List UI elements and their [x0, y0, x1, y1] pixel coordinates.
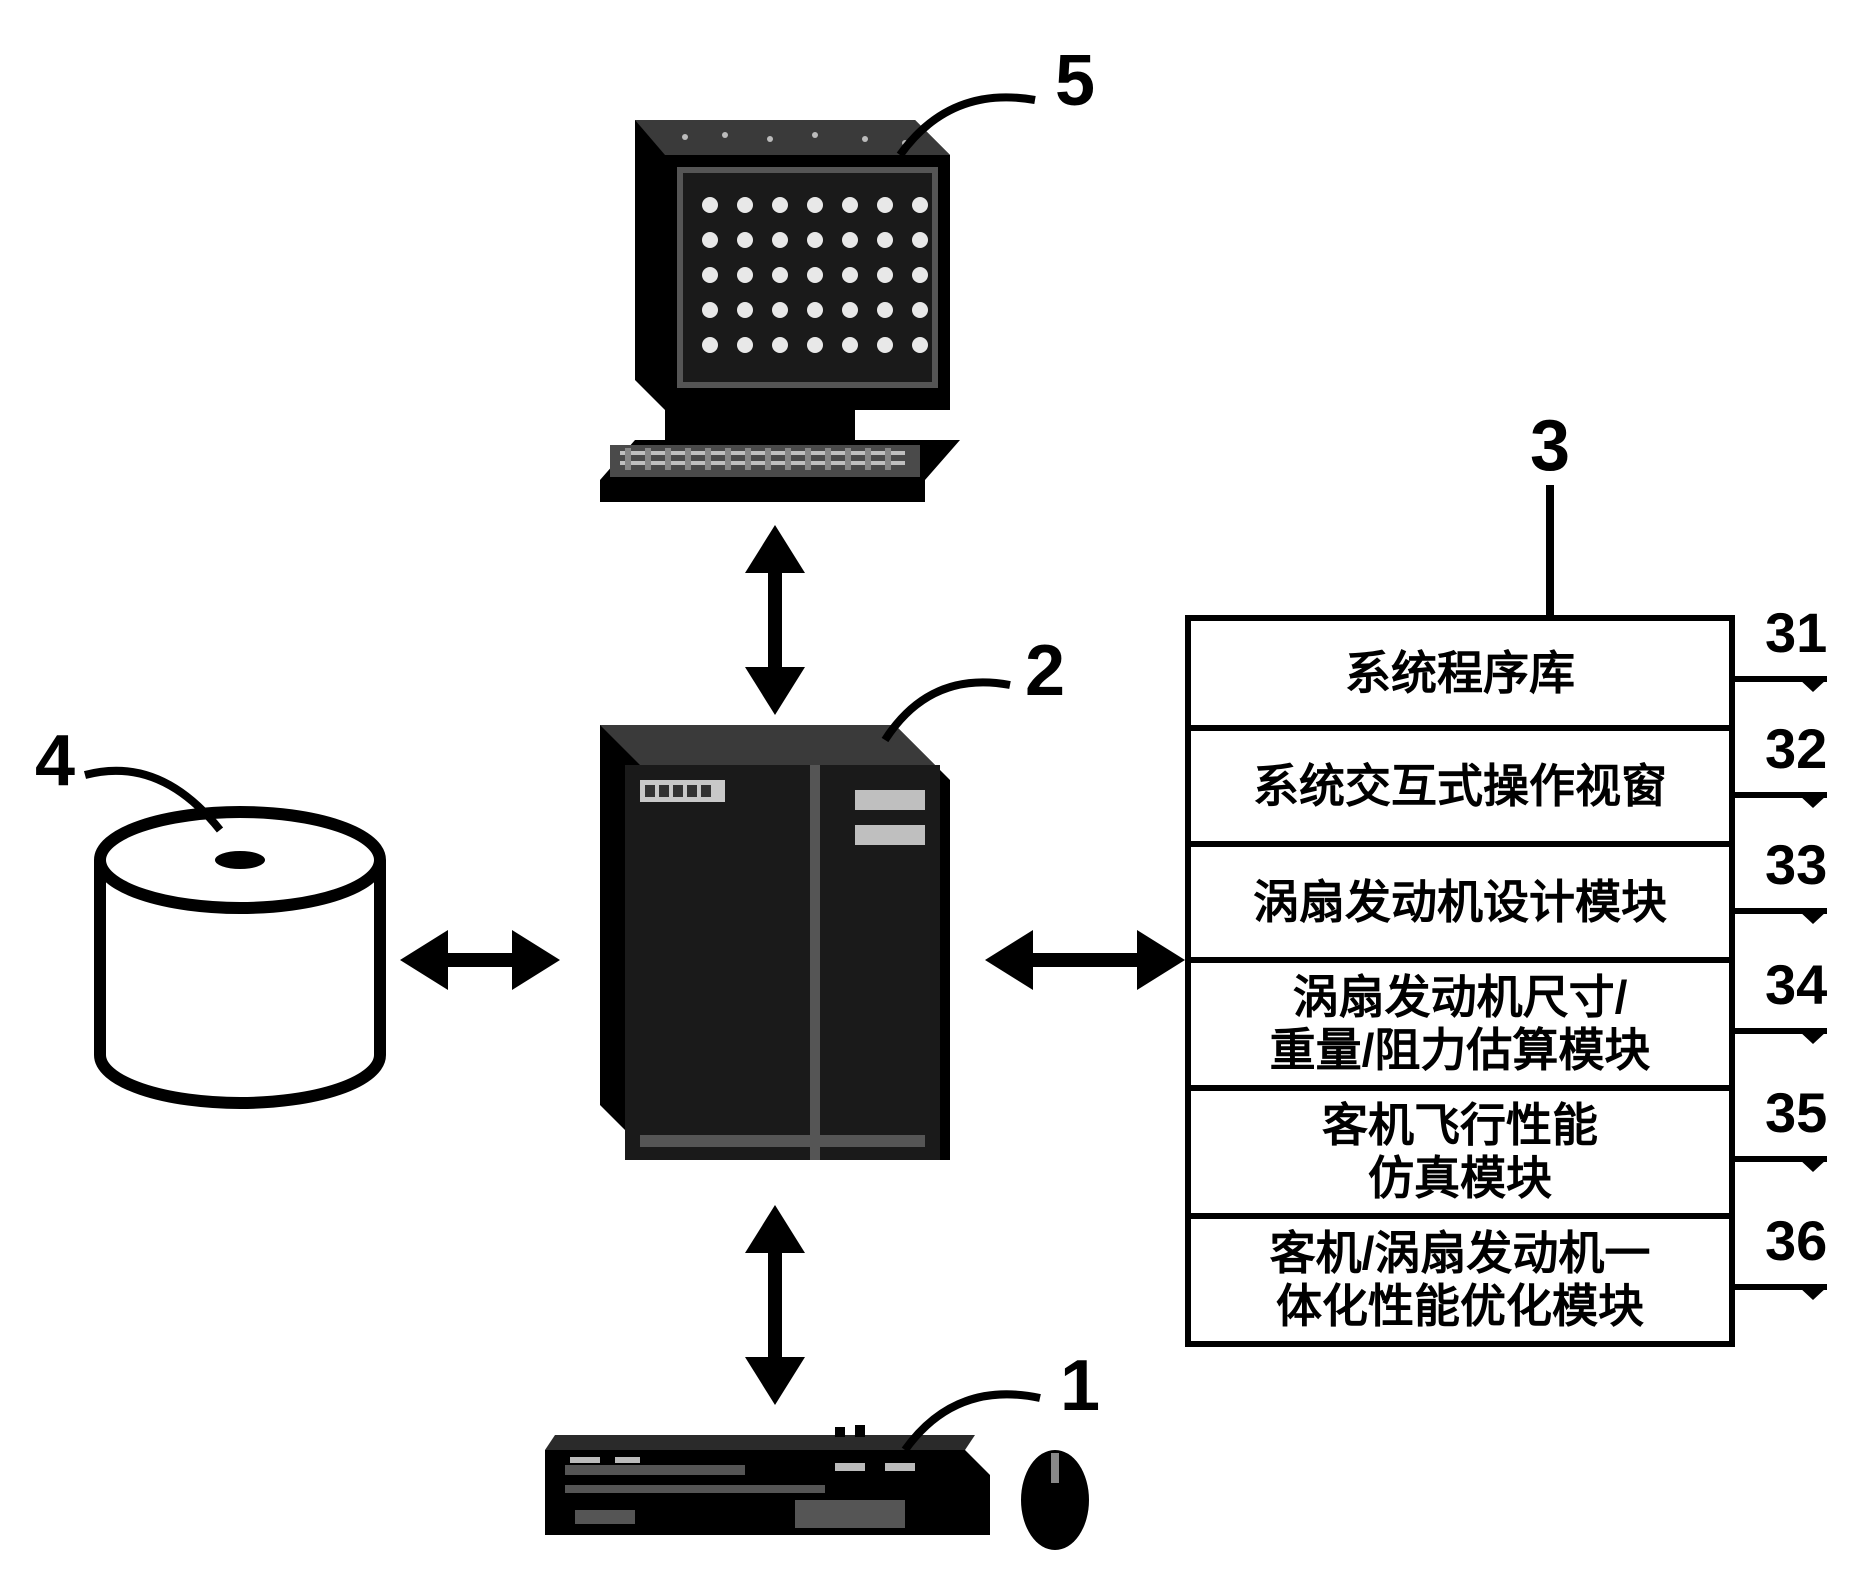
module-31: 系统程序库: [1185, 615, 1735, 731]
leader-32: [1735, 780, 1835, 810]
label-31: 31: [1765, 600, 1827, 665]
module-32-text: 系统交互式操作视窗: [1253, 760, 1667, 813]
leader-34: [1735, 1016, 1835, 1046]
leader-35: [1735, 1144, 1835, 1174]
leader-1: [900, 1370, 1070, 1480]
leader-2: [880, 660, 1040, 770]
leader-4: [75, 745, 245, 865]
leader-5: [895, 75, 1075, 195]
label-1: 1: [1060, 1345, 1100, 1427]
module-34-text-1: 涡扇发动机尺寸/: [1293, 971, 1628, 1024]
module-31-text: 系统程序库: [1345, 647, 1575, 700]
module-36-text-2: 体化性能优化模块: [1276, 1280, 1644, 1333]
arrow-5-2: [735, 525, 815, 715]
device-2: [555, 720, 985, 1190]
diagram-canvas: 5 2 4: [0, 0, 1853, 1581]
label-5: 5: [1055, 40, 1095, 122]
module-32: 系统交互式操作视窗: [1185, 731, 1735, 847]
label-4: 4: [35, 720, 75, 802]
module-36: 客机/涡扇发动机一 体化性能优化模块: [1185, 1219, 1735, 1347]
module-33: 涡扇发动机设计模块: [1185, 847, 1735, 963]
label-33: 33: [1765, 832, 1827, 897]
arrow-2-3: [985, 920, 1185, 1000]
leader-3: [1540, 485, 1560, 620]
label-34: 34: [1765, 952, 1827, 1017]
module-34: 涡扇发动机尺寸/ 重量/阻力估算模块: [1185, 963, 1735, 1091]
module-35-text-1: 客机飞行性能: [1322, 1099, 1598, 1152]
module-stack: 系统程序库 系统交互式操作视窗 涡扇发动机设计模块 涡扇发动机尺寸/ 重量/阻力…: [1185, 615, 1735, 1347]
arrow-2-1: [735, 1205, 815, 1405]
label-35: 35: [1765, 1080, 1827, 1145]
label-2: 2: [1025, 630, 1065, 712]
label-3: 3: [1530, 405, 1570, 487]
module-33-text: 涡扇发动机设计模块: [1253, 876, 1667, 929]
module-35-text-2: 仿真模块: [1368, 1152, 1552, 1205]
leader-36: [1735, 1272, 1835, 1302]
module-36-text-1: 客机/涡扇发动机一: [1270, 1227, 1651, 1280]
label-36: 36: [1765, 1208, 1827, 1273]
module-34-text-2: 重量/阻力估算模块: [1270, 1024, 1651, 1077]
label-32: 32: [1765, 716, 1827, 781]
leader-33: [1735, 896, 1835, 926]
arrow-4-2: [400, 920, 560, 1000]
module-35: 客机飞行性能 仿真模块: [1185, 1091, 1735, 1219]
leader-31: [1735, 664, 1835, 694]
